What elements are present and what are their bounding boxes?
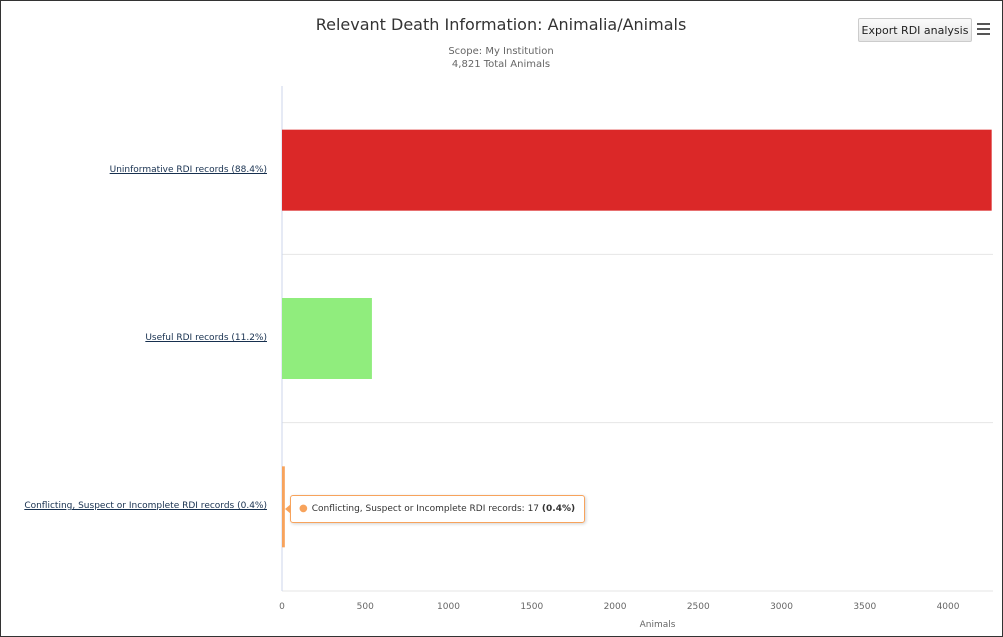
x-tick-label: 1500 <box>520 602 543 612</box>
chart-subtitle-total: 4,821 Total Animals <box>451 59 551 70</box>
x-tick-label: 1000 <box>437 602 460 612</box>
x-tick-label: 2500 <box>687 602 710 612</box>
x-tick-label: 2000 <box>604 602 627 612</box>
category-label-uninformative[interactable]: Uninformative RDI records (88.4%) <box>109 165 267 175</box>
tooltip-separator: : <box>521 504 528 514</box>
chart-title: Relevant Death Information: Animalia/Ani… <box>315 15 687 34</box>
bar-useful <box>282 298 372 379</box>
x-tick-label: 0 <box>279 602 285 612</box>
bar-tooltip: ● Conflicting, Suspect or Incomplete RDI … <box>284 495 586 523</box>
tooltip-value: 17 <box>527 504 540 514</box>
x-axis-title: Animals <box>640 620 676 630</box>
bar-conflicting <box>282 466 285 548</box>
x-tick-label: 500 <box>357 602 374 612</box>
tooltip-category: Conflicting, Suspect or Incomplete RDI r… <box>311 504 522 514</box>
category-label-conflicting[interactable]: Conflicting, Suspect or Incomplete RDI r… <box>24 501 267 511</box>
tooltip-percent: (0.4%) <box>541 504 576 514</box>
x-tick-label: 3000 <box>770 602 793 612</box>
tooltip-series-dot-icon: ● <box>299 503 308 514</box>
hamburger-menu-icon[interactable] <box>977 23 991 36</box>
category-label-useful[interactable]: Useful RDI records (11.2%) <box>145 333 267 343</box>
x-tick-label: 4000 <box>937 602 960 612</box>
export-rdi-button[interactable]: Export RDI analysis <box>858 18 972 42</box>
chart-subtitle-scope: Scope: My Institution <box>448 46 554 57</box>
bar-uninformative <box>282 129 992 211</box>
x-tick-label: 3500 <box>853 602 876 612</box>
